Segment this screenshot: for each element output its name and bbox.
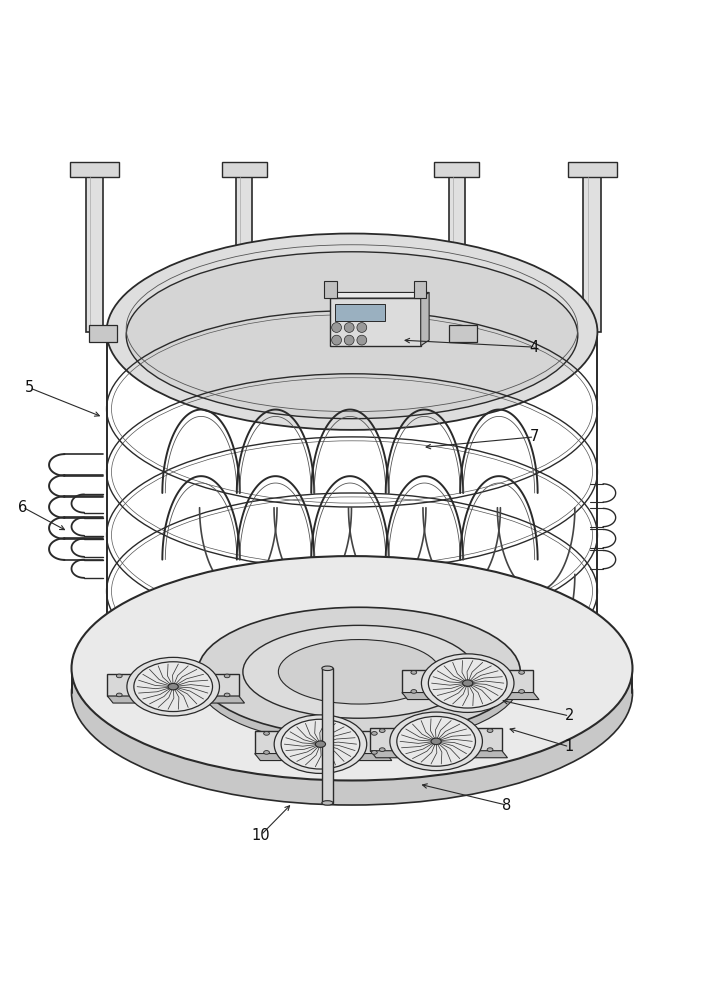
Ellipse shape — [519, 671, 524, 674]
Bar — [414, 281, 427, 298]
Ellipse shape — [390, 712, 482, 771]
Text: 8: 8 — [502, 798, 511, 813]
Ellipse shape — [431, 738, 441, 745]
Ellipse shape — [106, 234, 598, 430]
Ellipse shape — [263, 751, 270, 754]
Ellipse shape — [243, 625, 475, 718]
Ellipse shape — [278, 640, 440, 704]
Text: 1: 1 — [565, 739, 574, 754]
Ellipse shape — [428, 658, 507, 708]
Text: 10: 10 — [251, 828, 270, 843]
Ellipse shape — [263, 732, 270, 735]
Ellipse shape — [224, 693, 230, 697]
Bar — [448, 177, 465, 325]
Ellipse shape — [116, 674, 122, 678]
Polygon shape — [370, 728, 502, 751]
Ellipse shape — [281, 719, 360, 769]
Ellipse shape — [315, 741, 325, 747]
Polygon shape — [402, 693, 539, 700]
Polygon shape — [329, 292, 429, 298]
Ellipse shape — [224, 674, 230, 678]
Ellipse shape — [322, 666, 333, 671]
Bar — [89, 325, 117, 342]
Text: 4: 4 — [529, 340, 539, 355]
Text: 5: 5 — [25, 380, 34, 395]
Circle shape — [332, 323, 341, 332]
Polygon shape — [255, 731, 386, 754]
Circle shape — [357, 335, 367, 345]
Circle shape — [357, 323, 367, 332]
Bar — [222, 162, 267, 177]
Ellipse shape — [487, 729, 493, 732]
Bar — [434, 162, 479, 177]
Text: 7: 7 — [529, 429, 539, 444]
Polygon shape — [402, 670, 534, 693]
Ellipse shape — [198, 607, 520, 736]
Circle shape — [344, 323, 354, 332]
Ellipse shape — [372, 751, 377, 754]
Text: 2: 2 — [565, 708, 574, 723]
Ellipse shape — [134, 662, 213, 712]
Ellipse shape — [274, 715, 367, 773]
Ellipse shape — [463, 680, 473, 686]
Ellipse shape — [411, 690, 417, 693]
Ellipse shape — [168, 683, 178, 690]
Ellipse shape — [422, 654, 514, 712]
Text: 6: 6 — [18, 500, 27, 515]
Ellipse shape — [126, 252, 578, 419]
Bar — [584, 177, 601, 332]
Bar — [85, 177, 103, 332]
Ellipse shape — [372, 732, 377, 735]
Bar — [335, 304, 385, 321]
Ellipse shape — [411, 671, 417, 674]
Polygon shape — [255, 754, 392, 761]
Ellipse shape — [379, 748, 385, 751]
Ellipse shape — [72, 581, 632, 805]
Polygon shape — [108, 696, 244, 703]
Polygon shape — [370, 751, 508, 758]
Bar — [324, 281, 337, 298]
Ellipse shape — [397, 716, 475, 766]
Ellipse shape — [487, 748, 493, 751]
Ellipse shape — [519, 690, 524, 693]
Bar — [329, 298, 421, 346]
Ellipse shape — [322, 801, 333, 805]
Ellipse shape — [127, 657, 220, 716]
Bar — [448, 325, 477, 342]
Bar — [567, 162, 617, 177]
Circle shape — [332, 335, 341, 345]
Ellipse shape — [72, 556, 632, 780]
Bar — [237, 177, 253, 325]
Bar — [322, 668, 333, 803]
Polygon shape — [421, 292, 429, 346]
Polygon shape — [108, 674, 239, 696]
Ellipse shape — [116, 693, 122, 697]
Ellipse shape — [379, 729, 385, 732]
Bar — [70, 162, 119, 177]
Circle shape — [344, 335, 354, 345]
Ellipse shape — [198, 616, 520, 745]
